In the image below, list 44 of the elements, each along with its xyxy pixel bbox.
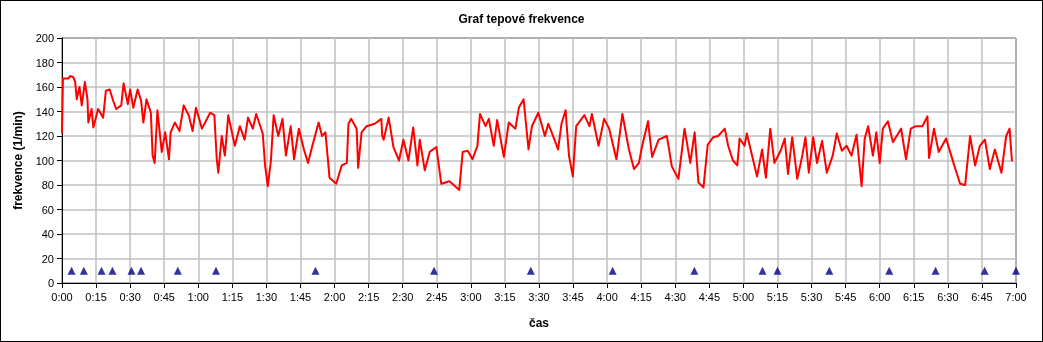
x-tick-label: 4:30: [664, 290, 686, 303]
y-tick-label: 200: [35, 32, 54, 44]
x-tick-label: 2:45: [426, 290, 448, 303]
y-tick-label: 20: [41, 252, 54, 265]
x-tick-label: 3:15: [494, 290, 516, 303]
x-tick-label: 3:30: [528, 290, 550, 303]
x-tick-label: 6:45: [971, 290, 993, 303]
x-tick-label: 0:30: [119, 290, 141, 303]
x-tick-label: 5:00: [732, 290, 755, 303]
x-tick-label: 3:00: [460, 290, 482, 303]
line-series: [61, 74, 1013, 191]
x-tick-label: 3:45: [562, 290, 584, 303]
y-tick-label: 40: [41, 228, 54, 240]
x-tick-label: 0:45: [153, 290, 175, 303]
x-tick-label: 5:15: [766, 290, 789, 303]
y-tick-label: 120: [35, 130, 54, 142]
y-tick-label: 100: [35, 154, 54, 167]
y-tick-label: 60: [41, 203, 54, 216]
x-tick-label: 0:00: [51, 290, 73, 303]
y-tick-label: 180: [35, 56, 54, 69]
x-tick-label: 1:45: [289, 290, 312, 303]
x-tick-label: 1:15: [221, 290, 244, 303]
x-axis-title: čas: [528, 316, 550, 330]
y-tick-label: 0: [47, 277, 54, 289]
x-tick-label: 4:45: [698, 290, 721, 303]
x-tick-label: 5:30: [800, 290, 823, 303]
y-tick-label: 160: [35, 81, 54, 93]
y-tick-label: 80: [41, 179, 54, 191]
chart-title: Graf tepové frekvence: [458, 12, 585, 26]
y-tick-label: 140: [35, 105, 54, 118]
x-tick-label: 6:00: [869, 290, 891, 303]
x-tick-label: 6:30: [937, 290, 959, 303]
x-tick-label: 1:00: [187, 290, 209, 303]
x-tick-label: 0:15: [85, 290, 107, 303]
x-tick-label: 5:45: [834, 290, 857, 303]
y-axis-title: frekvence (1/min): [11, 111, 25, 210]
x-tick-label: 4:15: [630, 290, 652, 303]
x-tick-label: 2:30: [392, 290, 414, 303]
x-tick-label: 7:00: [1005, 290, 1027, 303]
x-tick-label: 2:15: [357, 290, 380, 303]
x-tick-label: 6:15: [903, 290, 925, 303]
x-tick-label: 4:00: [596, 290, 618, 303]
x-tick-label: 2:00: [323, 290, 346, 303]
x-tick-label: 1:30: [255, 290, 278, 303]
